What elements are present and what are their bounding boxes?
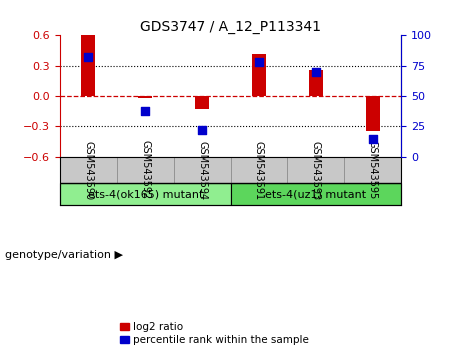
Bar <box>81 35 95 96</box>
FancyBboxPatch shape <box>230 183 401 205</box>
Point <box>142 108 149 114</box>
Point <box>255 59 263 65</box>
Bar <box>252 53 266 96</box>
Title: GDS3747 / A_12_P113341: GDS3747 / A_12_P113341 <box>140 21 321 34</box>
Text: GSM543595: GSM543595 <box>367 141 378 200</box>
Text: ets-4(ok165) mutant: ets-4(ok165) mutant <box>88 189 203 199</box>
Text: GSM543593: GSM543593 <box>311 141 321 200</box>
FancyBboxPatch shape <box>174 157 230 183</box>
Point <box>312 69 319 75</box>
Bar <box>195 96 209 109</box>
Point <box>198 127 206 133</box>
FancyBboxPatch shape <box>344 157 401 183</box>
Legend: log2 ratio, percentile rank within the sample: log2 ratio, percentile rank within the s… <box>120 322 309 345</box>
Text: genotype/variation ▶: genotype/variation ▶ <box>5 250 123 260</box>
Text: ets-4(uz1) mutant: ets-4(uz1) mutant <box>265 189 366 199</box>
FancyBboxPatch shape <box>230 157 287 183</box>
Bar <box>366 96 380 131</box>
FancyBboxPatch shape <box>60 183 230 205</box>
Bar <box>309 70 323 96</box>
Text: GSM543592: GSM543592 <box>140 141 150 200</box>
FancyBboxPatch shape <box>287 157 344 183</box>
Text: GSM543594: GSM543594 <box>197 141 207 200</box>
Text: GSM543591: GSM543591 <box>254 141 264 200</box>
Point <box>369 136 376 141</box>
Text: GSM543590: GSM543590 <box>83 141 94 200</box>
Bar <box>138 96 152 98</box>
FancyBboxPatch shape <box>117 157 174 183</box>
Point <box>85 55 92 60</box>
FancyBboxPatch shape <box>60 157 117 183</box>
